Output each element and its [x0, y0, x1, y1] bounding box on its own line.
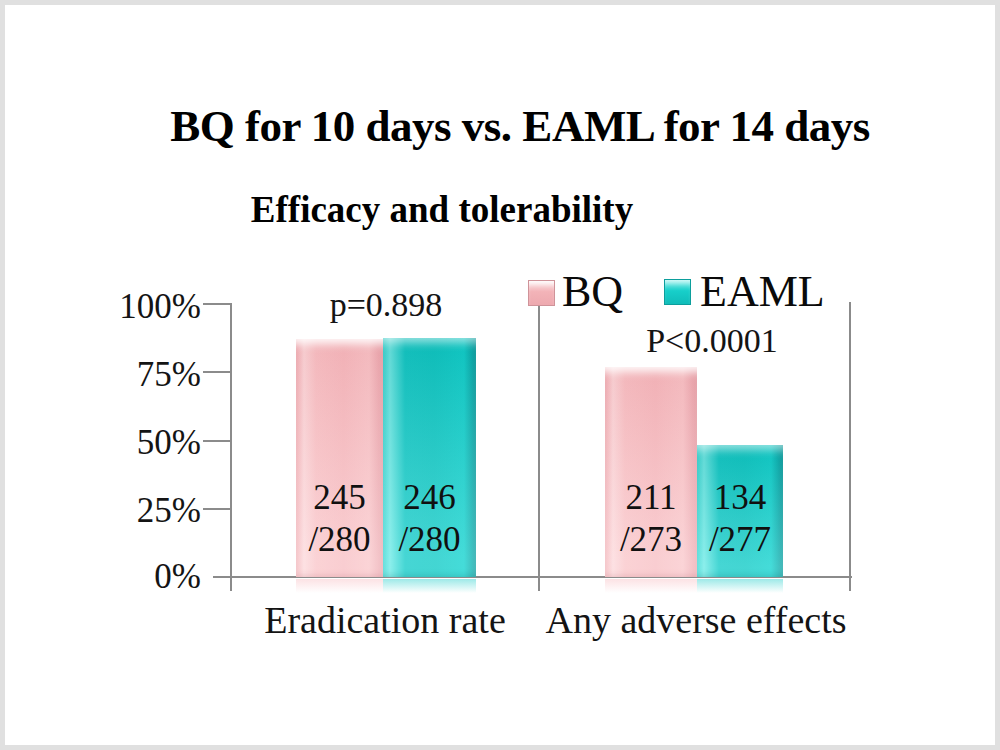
bar-value-denominator: /280: [383, 519, 476, 561]
bar-value-label: 211 /273: [605, 477, 697, 561]
plot-right-border-line: [849, 302, 851, 591]
bar-value-denominator: /277: [697, 519, 783, 561]
slide-title: BQ for 10 days vs. EAML for 14 days: [20, 101, 1000, 153]
bar-bq-adverse-effects: 211 /273: [605, 367, 697, 577]
y-tick-label-0: 0%: [86, 555, 201, 599]
bar-value-numerator: 211: [605, 477, 697, 519]
legend-label-eaml: EAML: [700, 270, 825, 314]
y-tick-label-50: 50%: [86, 421, 201, 465]
p-value-adverse: P<0.0001: [602, 322, 822, 360]
y-axis-tick-50: [203, 440, 231, 442]
bar-eaml-adverse-effects: 134 /277: [697, 445, 783, 577]
bar-value-numerator: 245: [296, 477, 383, 519]
bar-value-denominator: /280: [296, 519, 383, 561]
slide-viewport: BQ for 10 days vs. EAML for 14 days Effi…: [0, 0, 1000, 750]
bar-value-denominator: /273: [605, 519, 697, 561]
bar-eaml-eradication-rate: 246 /280: [383, 338, 476, 577]
bar-reflection: [605, 579, 697, 593]
bar-value-numerator: 246: [383, 477, 476, 519]
bar-bq-eradication-rate: 245 /280: [296, 339, 383, 577]
category-divider-line: [538, 302, 540, 591]
bar-reflection: [383, 579, 476, 593]
category-label-eradication: Eradication rate: [225, 598, 545, 642]
category-label-adverse: Any adverse effects: [536, 598, 856, 642]
y-tick-label-25: 25%: [86, 489, 201, 533]
bar-value-numerator: 134: [697, 477, 783, 519]
y-axis-tick-75: [203, 371, 231, 373]
p-value-eradication: p=0.898: [276, 286, 496, 324]
bar-reflection: [296, 579, 383, 593]
legend-swatch-bq: [528, 280, 555, 306]
bar-reflection: [697, 579, 783, 593]
y-axis-tick-100: [203, 303, 231, 305]
y-tick-label-75: 75%: [86, 353, 201, 397]
bar-value-label: 246 /280: [383, 477, 476, 561]
legend-label-bq: BQ: [562, 270, 623, 314]
y-axis-tick-25: [203, 508, 231, 510]
y-axis-line: [230, 303, 232, 591]
bar-value-label: 134 /277: [697, 477, 783, 561]
legend-swatch-eaml: [664, 279, 691, 305]
bar-value-label: 245 /280: [296, 477, 383, 561]
y-tick-label-100: 100%: [86, 285, 201, 329]
chart-subtitle: Efficacy and tolerability: [142, 188, 742, 231]
